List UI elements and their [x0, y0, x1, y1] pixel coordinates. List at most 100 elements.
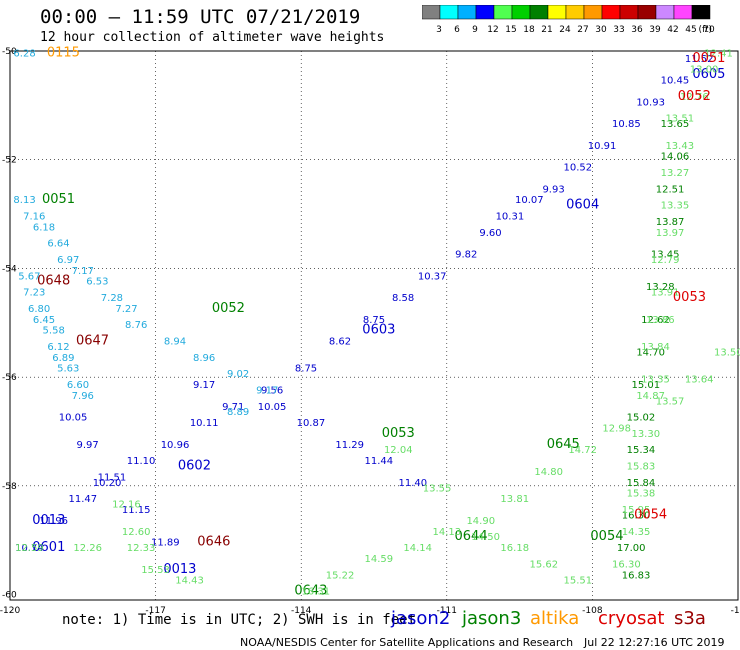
x-tick-label: -117	[145, 606, 165, 616]
time-label: 0115	[47, 45, 80, 60]
legend-tick-label: 27	[577, 25, 588, 35]
y-tick-label: -50	[2, 47, 17, 57]
legend-tick-label: 24	[559, 25, 571, 35]
wave-height-point: 15.01	[631, 380, 660, 391]
chart-subtitle: 12 hour collection of altimeter wave hei…	[40, 30, 385, 45]
wave-height-point: 16.83	[622, 570, 651, 581]
wave-height-point: 6.60	[67, 380, 89, 391]
wave-height-point: 14.80	[534, 467, 563, 478]
wave-height-point: 10.52	[564, 163, 593, 174]
time-label: 0648	[37, 274, 70, 289]
legend-tick-label: 3	[436, 25, 442, 35]
wave-height-point: 13.64	[685, 375, 714, 386]
wave-height-point: 11.10	[127, 456, 156, 467]
wave-height-point: 11.15	[122, 505, 151, 516]
wave-height-point: 10.96	[161, 440, 190, 451]
legend-tick-label: 33	[613, 25, 624, 35]
wave-height-point: 9.97	[77, 440, 99, 451]
color-legend: 3 6 9 12 15 18 21 24 27 30 33 36 39 42 45 70(ft)	[422, 5, 715, 35]
legend-tick-label: 42	[667, 25, 678, 35]
wave-height-point: 16.31	[301, 587, 330, 598]
wave-height-point: 13.65	[661, 119, 690, 130]
legend-swatch	[691, 5, 711, 20]
wave-height-point: 6.12	[47, 342, 69, 353]
time-label: 0013	[32, 513, 65, 528]
wave-height-point: 17.00	[617, 543, 646, 554]
x-tick-label: -120	[0, 606, 20, 616]
wave-height-point: 15.38	[627, 489, 656, 500]
time-label: 0601	[32, 540, 65, 555]
y-tick-label: -56	[2, 373, 17, 383]
wave-height-point: 5.67	[18, 271, 40, 282]
y-tick-label: -60	[2, 591, 17, 601]
legend-tick-label: 45	[685, 25, 696, 35]
wave-height-point: 12.59	[15, 543, 44, 554]
wave-height-point: 15.02	[627, 413, 656, 424]
wave-height-point: 13.30	[631, 429, 660, 440]
time-label: 0604	[566, 198, 599, 213]
x-tick-label: -108	[582, 606, 603, 616]
footer-timestamp: Jul 22 12:27:16 UTC 2019	[584, 636, 725, 649]
wave-height-point: 12.51	[656, 184, 685, 195]
wave-height-point: 8.75	[295, 364, 317, 375]
wave-height-point: 8.62	[329, 337, 351, 348]
time-label: 0053	[382, 426, 415, 441]
wave-height-point: 13.84	[641, 342, 670, 353]
wave-height-point: 9.93	[542, 184, 564, 195]
footer-note: note: 1) Time is in UTC; 2) SWH is in fe…	[62, 612, 417, 628]
wave-height-point: 13.97	[656, 228, 685, 239]
wave-height-point: 11.51	[98, 472, 127, 483]
wave-height-point: 10.05	[59, 413, 88, 424]
wave-height-point: 15.83	[627, 462, 656, 473]
wave-height-point: 13.35	[661, 201, 690, 212]
wave-height-point: 15.34	[627, 445, 656, 456]
wave-height-point: 11.96	[39, 516, 68, 527]
time-label: 0647	[76, 334, 109, 349]
wave-height-point: 13.91	[651, 288, 680, 299]
wave-height-point: 10.91	[588, 141, 617, 152]
wave-height-point: 14.90	[466, 516, 495, 527]
x-tick-label: -111	[437, 606, 457, 616]
legend-tick-label: 9	[472, 25, 478, 35]
wave-height-point: 13.43	[665, 141, 694, 152]
y-tick-label: -58	[2, 482, 17, 492]
wave-height-point: 11.89	[151, 538, 180, 549]
wave-height-point: 14.87	[636, 391, 665, 402]
wave-height-point: 6.18	[33, 222, 55, 233]
wave-height-point: 8.13	[13, 195, 35, 206]
legend-tick-label: 39	[649, 25, 661, 35]
wave-height-point: 13.86	[646, 315, 675, 326]
footer-credit: NOAA/NESDIS Center for Satellite Applica…	[240, 636, 574, 649]
time-label: 0051	[42, 192, 75, 207]
satellite-altika-label: altika	[530, 608, 580, 629]
legend-tick-label: 70	[703, 25, 715, 35]
wave-height-point: 11.44	[365, 456, 394, 467]
wave-height-point: 14.70	[636, 347, 665, 358]
wave-height-point: 9.17	[256, 385, 278, 396]
wave-height-point: 13.81	[500, 494, 529, 505]
time-label: 0644	[455, 529, 488, 544]
wave-height-point: 9.60	[479, 228, 501, 239]
wave-height-point: 14.13	[432, 527, 461, 538]
wave-height-point: 10.31	[496, 212, 525, 223]
wave-height-point: 8.89	[227, 407, 249, 418]
legend-tick-label: 6	[454, 25, 460, 35]
satellite-jason3-label: jason3	[462, 608, 522, 629]
wave-height-point: 15.95	[622, 505, 651, 516]
wave-height-point: 12.62	[641, 315, 670, 326]
wave-height-point: 15.84	[627, 478, 656, 489]
legend-unit: (ft)	[698, 25, 712, 35]
wave-height-point: 12.26	[73, 543, 102, 554]
wave-height-point: 11.40	[399, 478, 428, 489]
wave-height-point: 8.94	[164, 337, 186, 348]
wave-height-point: 10.87	[297, 418, 326, 429]
wave-height-point: 15.22	[326, 570, 355, 581]
wave-height-point: 13.55	[423, 483, 452, 494]
wave-height-point: 16.30	[622, 510, 651, 521]
wave-height-point: 13.50	[714, 347, 740, 358]
wave-height-point: 12.60	[122, 527, 151, 538]
wave-height-point: 6.97	[57, 255, 79, 266]
time-label: 0053	[673, 290, 706, 305]
wave-height-point: 14.35	[622, 527, 651, 538]
